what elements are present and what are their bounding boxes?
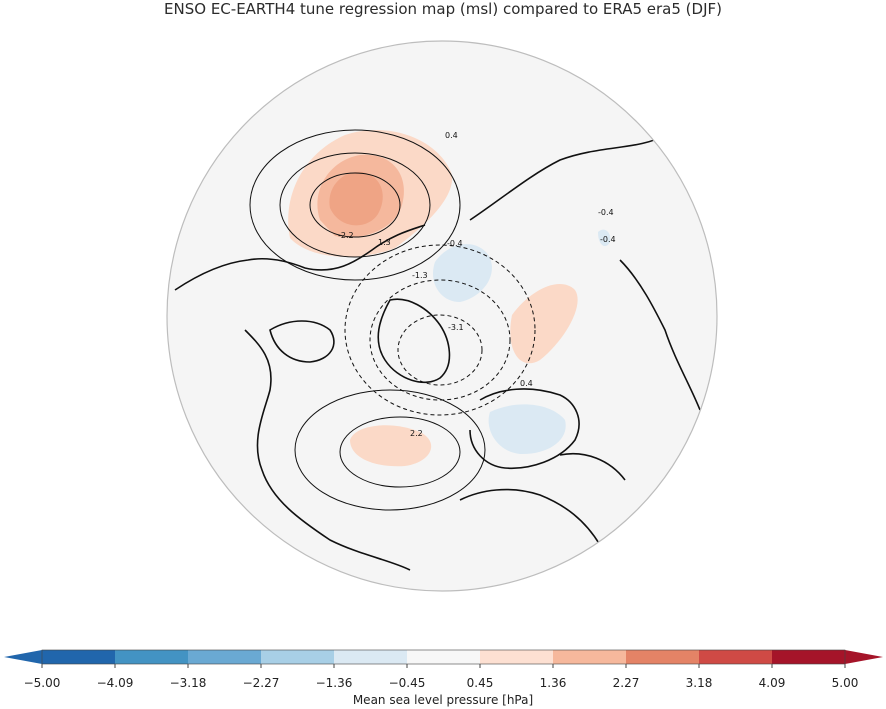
colorbar-segment — [699, 650, 773, 664]
contour-label: 1.3 — [378, 238, 391, 247]
colorbar-tick-label: 5.00 — [831, 676, 859, 690]
colorbar — [4, 649, 883, 668]
coastline-north-america-west — [174, 224, 426, 291]
colorbar-segment — [42, 650, 116, 664]
colorbar-tick-label: 0.45 — [466, 676, 494, 690]
map-ocean — [167, 41, 717, 591]
colorbar-tick-label: −3.18 — [169, 676, 207, 690]
contour-arctic-mid — [369, 279, 511, 401]
colorbar-tick-label: 3.18 — [685, 676, 713, 690]
negative-anomaly-arctic — [432, 244, 492, 302]
negative-anomaly-europe — [488, 404, 566, 455]
colorbar-segment — [115, 650, 189, 664]
contour-label: -2.2 — [338, 231, 354, 240]
colorbar-tick-label: −0.45 — [388, 676, 426, 690]
colorbar-segment — [407, 650, 481, 664]
contour-label: -1.3 — [412, 271, 428, 280]
negative-anomaly-east — [598, 229, 611, 247]
contour-label: 2.2 — [410, 429, 423, 438]
contour-label: -0.4 — [598, 208, 614, 217]
coastline-eurasia-pacific — [619, 259, 701, 411]
contour-aleutian-mid — [279, 152, 431, 258]
colorbar-tick-label: −1.36 — [315, 676, 353, 690]
contour-label: 0.4 — [445, 131, 458, 140]
chart-title: ENSO EC-EARTH4 tune regression map (msl)… — [164, 0, 722, 18]
colorbar-segment — [480, 650, 554, 664]
positive-anomaly-siberia — [510, 284, 578, 364]
colorbar-tick-label: −2.27 — [242, 676, 280, 690]
colorbar-extend-low — [4, 650, 42, 664]
contour-atlantic-inner — [339, 416, 461, 488]
colorbar-segment — [334, 650, 408, 664]
contour-arctic-inner — [397, 314, 483, 386]
colorbar-segment — [772, 650, 846, 664]
colorbar-segment — [553, 650, 627, 664]
coastline-north-america-east — [244, 329, 411, 571]
coastline-greenland — [377, 298, 451, 384]
colorbar-segment — [261, 650, 335, 664]
colorbar-tick-label: −5.00 — [23, 676, 61, 690]
coastline-europe — [469, 388, 580, 470]
colorbar-extend-high — [845, 650, 883, 664]
coastline-arabia — [559, 453, 626, 481]
contour-label: -3.1 — [448, 323, 464, 332]
colorbar-tick-label: 2.27 — [612, 676, 640, 690]
contour-label: -0.4 — [447, 239, 463, 248]
contour-label: 0.4 — [520, 379, 533, 388]
contour-atlantic-outer — [294, 389, 486, 511]
contour-arctic-outer — [344, 244, 536, 416]
positive-anomaly-atlantic — [350, 425, 432, 467]
map-border — [166, 40, 718, 592]
contour-aleutian-inner — [309, 172, 401, 238]
contour-label: -0.4 — [600, 235, 616, 244]
colorbar-outline — [41, 649, 846, 665]
colorbar-segment — [188, 650, 262, 664]
colorbar-label: Mean sea level pressure [hPa] — [352, 693, 534, 707]
contour-aleutian-outer — [249, 129, 461, 281]
coastline-hudson — [269, 320, 335, 363]
colorbar-tick-label: 4.09 — [758, 676, 786, 690]
colorbar-segment — [626, 650, 700, 664]
positive-anomaly-core-inner — [329, 171, 383, 226]
colorbar-tick-label: −4.09 — [96, 676, 134, 690]
colorbar-tick-label: 1.36 — [539, 676, 567, 690]
